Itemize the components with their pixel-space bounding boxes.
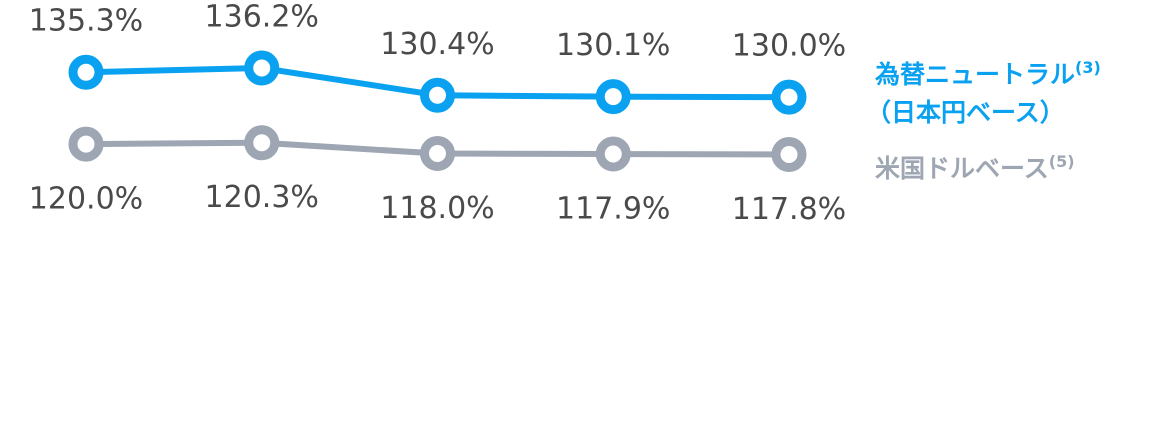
value-label: 120.3% xyxy=(205,180,319,215)
point xyxy=(244,50,280,86)
point xyxy=(771,136,807,172)
point xyxy=(244,125,280,161)
value-label: 130.1% xyxy=(556,28,670,63)
value-label: 136.2% xyxy=(205,0,319,35)
value-label: 135.3% xyxy=(29,4,143,39)
value-label: 117.9% xyxy=(556,192,670,227)
point xyxy=(771,79,807,115)
legend-entry: 米国ドルベース(5) xyxy=(875,152,1075,184)
legend-label: 米国ドルベース xyxy=(875,154,1049,183)
legend-note: (3) xyxy=(1075,58,1101,77)
point xyxy=(420,136,455,172)
legend-label-line2: （日本円ベース） xyxy=(866,98,1065,127)
point xyxy=(68,126,104,162)
legend-label: 為替ニュートラル xyxy=(875,60,1075,89)
point xyxy=(68,54,104,90)
value-label: 120.0% xyxy=(29,182,143,217)
point xyxy=(595,136,631,172)
point xyxy=(595,79,631,115)
legend-note: (5) xyxy=(1049,152,1075,171)
value-label: 117.8% xyxy=(732,192,846,227)
value-label: 118.0% xyxy=(380,191,494,226)
point xyxy=(420,77,455,113)
value-label: 130.4% xyxy=(380,27,494,62)
legend-entry: 為替ニュートラル(3) xyxy=(875,58,1101,90)
value-label: 130.0% xyxy=(732,29,846,64)
